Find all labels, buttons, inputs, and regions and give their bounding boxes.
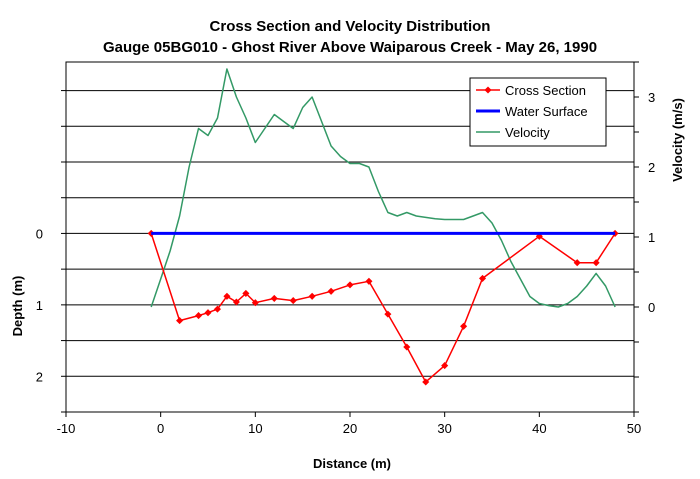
chart-subtitle: Gauge 05BG010 - Ghost River Above Waipar… [103, 39, 597, 56]
cross-section-point [204, 309, 212, 317]
cross-section-point [176, 317, 184, 325]
velocity-tick-label: 3 [648, 90, 655, 105]
depth-axis-label: Depth (m) [10, 276, 25, 337]
cross-section-point [223, 292, 231, 300]
cross-section-point [460, 322, 468, 330]
legend: Cross Section Water Surface Velocity [469, 77, 607, 147]
cross-section-point [403, 343, 411, 351]
x-tick-label: 50 [627, 421, 641, 436]
velocity-tick-label: 1 [648, 230, 655, 245]
cross-section-point [384, 310, 392, 318]
x-tick-label: 0 [157, 421, 164, 436]
depth-tick-label: 0 [36, 226, 43, 241]
cross-section-point [478, 274, 487, 282]
velocity-line [150, 68, 616, 308]
velocity-axis-label: Velocity (m/s) [670, 98, 685, 182]
velocity-tick-label: 2 [648, 160, 655, 175]
legend-cross-section-marker [484, 86, 492, 94]
depth-axis: 0 1 2 [36, 90, 66, 413]
legend-cross-section-label: Cross Section [505, 83, 586, 98]
cross-section-point [270, 294, 278, 302]
cross-section-point [573, 259, 581, 267]
legend-velocity-label: Velocity [505, 125, 550, 140]
x-tick-label: 20 [343, 421, 357, 436]
cross-section-point [327, 287, 335, 295]
x-axis: -10 0 10 20 30 40 50 [57, 412, 641, 436]
cross-section-point [289, 297, 297, 305]
legend-water-surface-label: Water Surface [505, 104, 588, 119]
cross-section-point [232, 298, 240, 306]
velocity-axis: 0 1 2 3 [634, 61, 655, 413]
cross-section-point [308, 292, 316, 300]
velocity-tick-label: 0 [648, 300, 655, 315]
x-axis-label: Distance (m) [313, 456, 391, 471]
cross-section-point [213, 305, 222, 313]
cross-section-point [365, 277, 373, 285]
cross-section-point [441, 362, 449, 370]
series-layer [147, 68, 619, 386]
x-tick-label: -10 [57, 421, 76, 436]
cross-section-point [592, 259, 600, 267]
depth-tick-label: 1 [36, 298, 43, 313]
cross-section-line [150, 232, 616, 383]
x-tick-label: 30 [437, 421, 451, 436]
cross-section-point [422, 378, 430, 386]
depth-tick-label: 2 [36, 369, 43, 384]
cross-section-point [242, 289, 250, 297]
cross-section-point [346, 281, 354, 289]
chart-title: Cross Section and Velocity Distribution [210, 18, 491, 35]
x-tick-label: 10 [248, 421, 262, 436]
cross-section-point [194, 312, 203, 320]
x-tick-label: 40 [532, 421, 546, 436]
